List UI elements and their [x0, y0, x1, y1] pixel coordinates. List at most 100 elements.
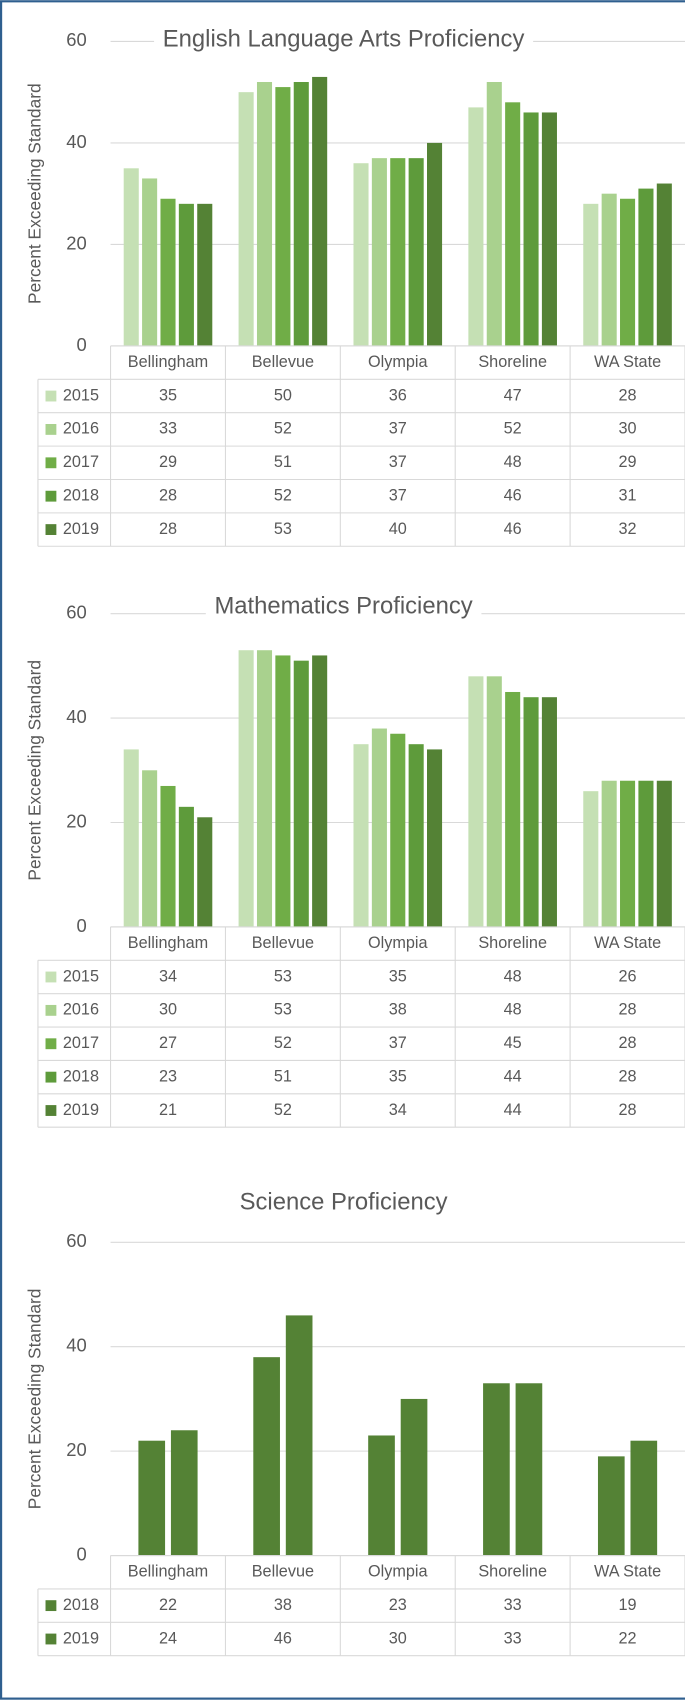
legend-label: 2018 [63, 1067, 99, 1085]
table-value: 38 [274, 1596, 292, 1614]
y-tick-label: 40 [66, 131, 86, 152]
legend-swatch [45, 424, 57, 435]
table-value: 28 [619, 1067, 637, 1085]
bar [583, 791, 599, 927]
table-value: 28 [619, 1101, 637, 1119]
table-value: 19 [619, 1596, 637, 1614]
table-value: 38 [389, 1001, 407, 1019]
y-tick-label: 20 [66, 232, 86, 253]
bar [523, 697, 539, 927]
bar [483, 1383, 510, 1556]
legend-swatch [45, 971, 57, 983]
bar [468, 107, 484, 346]
legend-label: 2016 [63, 1001, 99, 1019]
table-value: 35 [389, 967, 407, 985]
table-value: 29 [159, 453, 177, 471]
bar [486, 676, 502, 927]
y-axis-label: Percent Exceeding Standard [24, 660, 44, 881]
x-tick-label: Olympia [368, 934, 429, 952]
y-tick-label: 40 [66, 706, 86, 727]
y-tick-label: 60 [66, 29, 86, 50]
title-background [205, 592, 482, 620]
table-value: 48 [504, 967, 522, 985]
bar [160, 198, 176, 346]
table-value: 33 [159, 420, 177, 438]
bar [253, 1357, 280, 1556]
x-tick-label: Bellevue [252, 1563, 314, 1581]
table-value: 46 [504, 520, 522, 538]
table-value: 37 [389, 420, 407, 438]
bar [275, 87, 291, 346]
y-axis-label: Percent Exceeding Standard [24, 1289, 44, 1510]
chart-title: English Language Arts Proficiency [163, 26, 525, 53]
bar [390, 158, 406, 346]
bar [505, 691, 521, 927]
title-background [154, 25, 534, 53]
table-value: 34 [389, 1101, 407, 1119]
y-tick-label: 0 [76, 915, 86, 936]
table-value: 27 [159, 1034, 177, 1052]
chart-title: Science Proficiency [240, 1189, 448, 1216]
bar [630, 1440, 658, 1556]
x-tick-label: WA State [594, 353, 661, 371]
table-value: 28 [619, 1001, 637, 1019]
x-tick-label: WA State [594, 1563, 661, 1581]
legend-label: 2019 [63, 520, 99, 538]
bar [638, 188, 654, 346]
table-value: 44 [504, 1101, 522, 1119]
legend-swatch [45, 457, 57, 469]
x-tick-label: Bellingham [128, 353, 208, 371]
bar [275, 655, 291, 927]
table-value: 52 [274, 486, 292, 504]
bar [541, 112, 557, 346]
table-value: 31 [619, 486, 637, 504]
table-value: 53 [274, 520, 292, 538]
table-value: 28 [619, 1034, 637, 1052]
x-tick-label: Bellingham [128, 934, 208, 952]
bar [197, 203, 213, 346]
bar [620, 780, 636, 927]
y-tick-label: 0 [76, 1543, 86, 1564]
bar [515, 1383, 543, 1556]
table-value: 51 [274, 453, 292, 471]
table-value: 30 [389, 1629, 407, 1647]
bar [142, 770, 158, 927]
y-tick-label: 20 [66, 1439, 86, 1460]
x-tick-label: Bellingham [128, 1563, 208, 1581]
y-tick-label: 60 [66, 602, 86, 623]
bar [620, 198, 636, 346]
table-value: 52 [274, 1034, 292, 1052]
table-value: 24 [159, 1629, 177, 1647]
bar [256, 82, 273, 346]
x-tick-label: Olympia [368, 1563, 429, 1581]
x-tick-label: Bellevue [252, 934, 314, 952]
table-value: 53 [274, 967, 292, 985]
bar [293, 660, 309, 927]
table-value: 35 [389, 1067, 407, 1085]
bar [601, 193, 617, 346]
table-value: 51 [274, 1067, 292, 1085]
x-tick-label: WA State [594, 934, 661, 952]
table-value: 44 [504, 1067, 522, 1085]
bar [142, 178, 158, 346]
legend-swatch [45, 524, 57, 535]
legend-swatch [45, 1004, 57, 1016]
bar [400, 1398, 428, 1556]
legend-label: 2018 [63, 1596, 99, 1614]
x-tick-label: Bellevue [252, 353, 314, 371]
bar [505, 102, 521, 346]
bar [371, 728, 387, 927]
bar [656, 780, 672, 927]
bar [312, 655, 328, 927]
bar [597, 1456, 625, 1556]
legend-label: 2019 [63, 1629, 99, 1647]
bar [408, 744, 424, 927]
legend-label: 2015 [63, 386, 99, 404]
bar [408, 158, 424, 346]
x-tick-label: Olympia [368, 353, 429, 371]
table-value: 40 [389, 520, 407, 538]
legend-label: 2016 [63, 420, 99, 438]
chart-title: Mathematics Proficiency [214, 592, 472, 619]
bar [638, 780, 654, 927]
